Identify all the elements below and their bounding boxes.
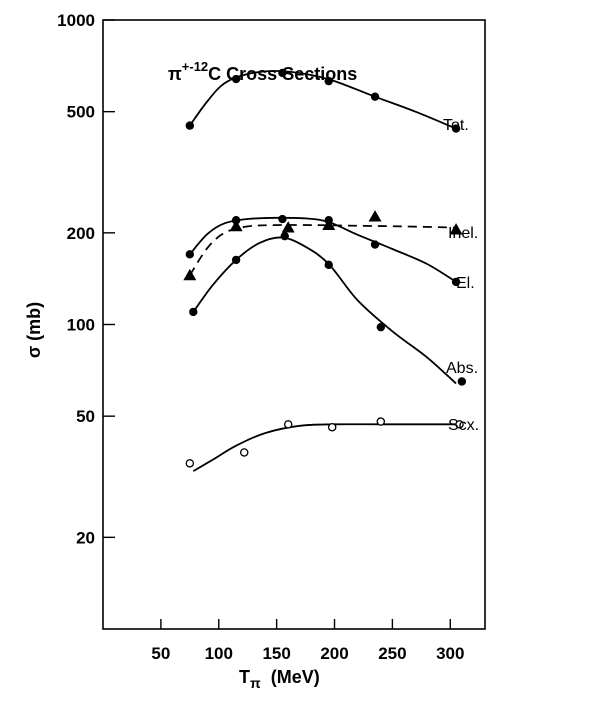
series-markers — [183, 68, 467, 468]
y-axis-ticks: 20 50 100 200 500 1000 — [57, 11, 115, 547]
x-tick-label: 150 — [262, 644, 290, 663]
plot-frame — [102, 19, 486, 630]
data-point-el — [183, 268, 197, 281]
data-point-abs — [376, 322, 386, 332]
data-point-tot — [231, 74, 241, 84]
series-curves — [189, 70, 462, 472]
data-point-abs — [324, 260, 333, 270]
x-axis-label: Tπ (MeV) — [239, 667, 320, 691]
y-tick-label: 200 — [67, 224, 95, 243]
x-tick-label: 200 — [320, 644, 348, 663]
data-point-scx — [455, 420, 464, 429]
data-point-abs — [189, 307, 198, 317]
series-line-tot — [189, 70, 457, 130]
series-line-scx — [192, 423, 462, 472]
x-axis-ticks: 50 100 150 200 250 300 — [151, 619, 464, 663]
series-line-inel — [189, 216, 457, 283]
data-point-tot — [370, 92, 380, 101]
y-axis-label: σ (mb) — [24, 302, 44, 358]
data-point-scx — [239, 448, 249, 457]
data-point-el — [229, 219, 243, 232]
series-labels: Tot. Inel. El. Abs. Scx. — [443, 117, 479, 434]
series-line-abs — [192, 236, 457, 385]
y-tick-label: 500 — [67, 103, 95, 122]
data-point-el — [368, 210, 382, 222]
x-tick-label: 50 — [151, 644, 170, 663]
x-tick-label: 250 — [378, 644, 406, 663]
data-point-tot — [185, 121, 195, 130]
y-tick-label: 1000 — [57, 11, 95, 30]
series-label-inel: Inel. — [448, 225, 478, 242]
chart-title: π+-12C Cross Sections — [168, 59, 357, 84]
data-point-el — [281, 221, 295, 233]
series-line-el — [189, 224, 457, 276]
data-point-scx — [185, 459, 195, 468]
data-point-el — [449, 223, 463, 235]
data-point-inel — [370, 240, 380, 249]
data-point-tot — [324, 76, 333, 86]
series-label-abs: Abs. — [446, 360, 478, 377]
x-tick-label: 300 — [436, 644, 464, 663]
y-tick-label: 20 — [76, 528, 95, 547]
data-point-scx — [376, 417, 386, 426]
x-tick-label: 100 — [205, 644, 233, 663]
data-point-inel — [451, 277, 461, 287]
data-point-inel — [185, 250, 195, 259]
y-tick-label: 100 — [67, 316, 95, 335]
data-point-abs — [280, 231, 289, 241]
data-point-scx — [283, 420, 293, 429]
series-label-scx: Scx. — [448, 417, 479, 434]
series-label-el: El. — [456, 275, 475, 292]
data-point-el — [322, 218, 336, 231]
data-point-tot — [278, 68, 287, 78]
y-tick-label: 50 — [76, 407, 95, 426]
data-point-abs — [457, 377, 467, 386]
data-point-abs — [231, 255, 241, 265]
data-point-inel — [278, 214, 287, 224]
data-point-tot — [451, 124, 461, 133]
data-point-scx — [327, 422, 337, 432]
series-label-tot: Tot. — [443, 117, 469, 134]
